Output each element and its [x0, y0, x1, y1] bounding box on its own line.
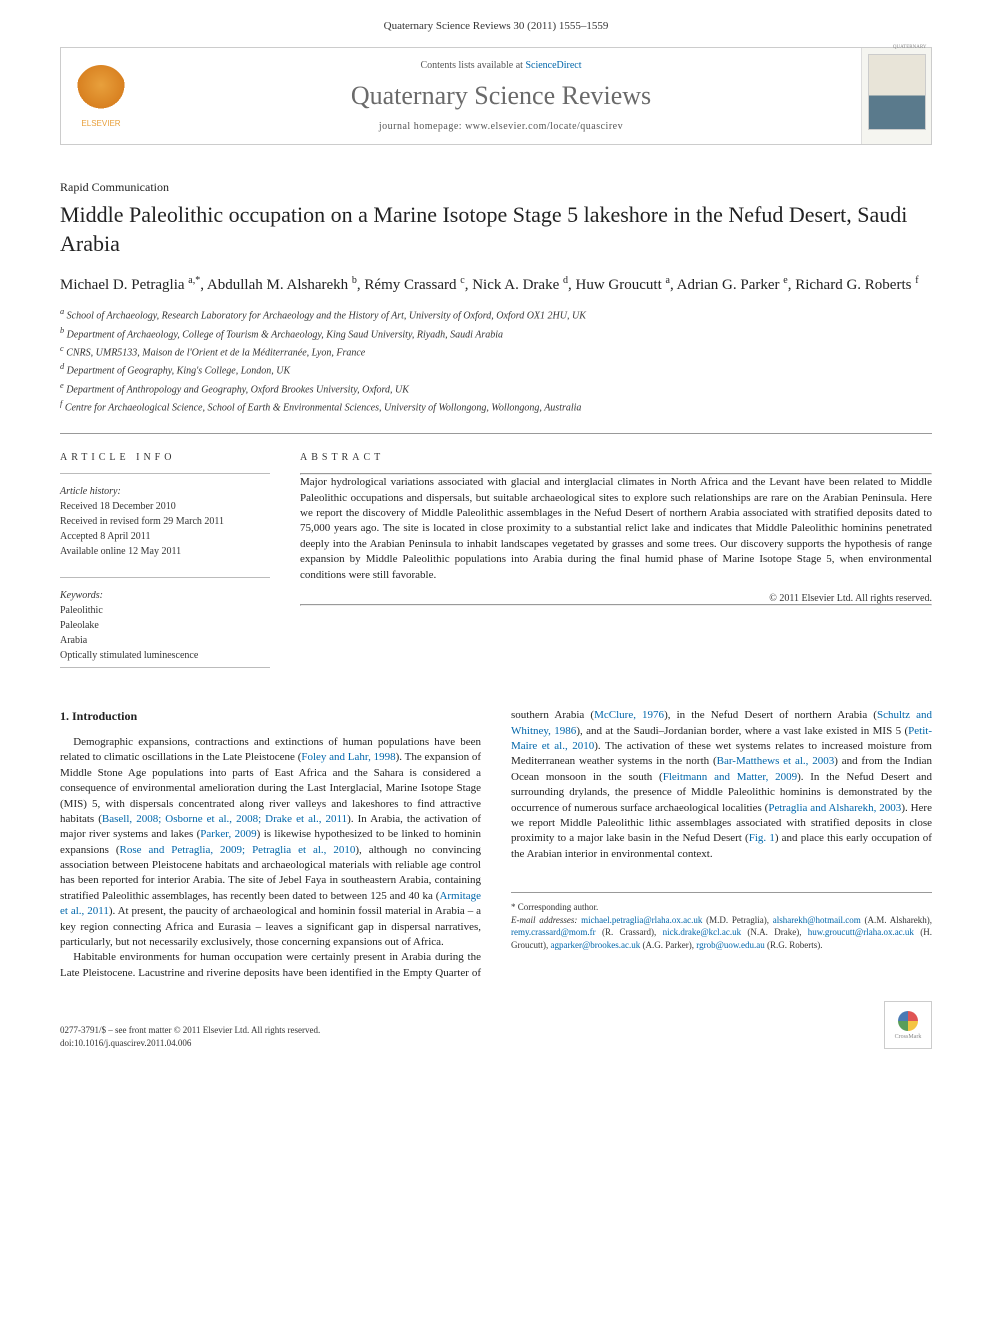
sciencedirect-link[interactable]: ScienceDirect	[525, 60, 581, 71]
keywords-block: Keywords: PaleolithicPaleolakeArabiaOpti…	[60, 588, 270, 663]
citation-text: Quaternary Science Reviews 30 (2011) 155…	[384, 20, 609, 32]
footer-bottom: 0277-3791/$ – see front matter © 2011 El…	[60, 1001, 932, 1049]
article-title: Middle Paleolithic occupation on a Marin…	[60, 201, 932, 258]
abstract-col: ABSTRACT Major hydrological variations a…	[300, 452, 932, 678]
affiliations: a School of Archaeology, Research Labora…	[60, 306, 932, 415]
citation-link[interactable]: Fig. 1	[749, 832, 775, 844]
author-email-link[interactable]: michael.petraglia@rlaha.ox.ac.uk	[581, 915, 702, 925]
author-email-owner: (R.G. Roberts).	[765, 940, 823, 950]
citation-link[interactable]: McClure, 1976	[594, 709, 664, 721]
email-label: E-mail addresses:	[511, 915, 577, 925]
banner-center: Contents lists available at ScienceDirec…	[141, 48, 861, 144]
citation-link[interactable]: Bar-Matthews et al., 2003	[717, 755, 835, 767]
affiliation-item: f Centre for Archaeological Science, Sch…	[60, 398, 932, 415]
keyword-item: Paleolithic	[60, 603, 270, 618]
author-email-link[interactable]: remy.crassard@mom.fr	[511, 927, 596, 937]
crossmark-badge[interactable]: CrossMark	[884, 1001, 932, 1049]
homepage-prefix: journal homepage:	[379, 121, 465, 132]
citation-link[interactable]: Foley and Lahr, 1998	[301, 751, 395, 763]
author-email-link[interactable]: alsharekh@hotmail.com	[769, 915, 861, 925]
history-item: Received in revised form 29 March 2011	[60, 514, 270, 529]
author-email-owner: (R. Crassard),	[596, 927, 657, 937]
history-title: Article history:	[60, 484, 270, 499]
homepage-url[interactable]: www.elsevier.com/locate/quascirev	[465, 121, 623, 132]
running-head: Quaternary Science Reviews 30 (2011) 155…	[0, 0, 992, 32]
publisher-logo[interactable]: ELSEVIER	[61, 48, 141, 144]
crossmark-label: CrossMark	[895, 1034, 922, 1040]
doi-line: doi:10.1016/j.quascirev.2011.04.006	[60, 1037, 320, 1050]
affiliation-item: e Department of Anthropology and Geograp…	[60, 380, 932, 397]
author-email-link[interactable]: rgrob@uow.edu.au	[694, 940, 765, 950]
affiliation-item: c CNRS, UMR5133, Maison de l'Orient et d…	[60, 343, 932, 360]
footer-left: 0277-3791/$ – see front matter © 2011 El…	[60, 1024, 320, 1049]
keyword-item: Optically stimulated luminescence	[60, 648, 270, 663]
affiliation-item: d Department of Geography, King's Colleg…	[60, 361, 932, 378]
corresponding-author-block: * Corresponding author. E-mail addresses…	[511, 892, 932, 951]
info-abstract-row: ARTICLE INFO Article history: Received 1…	[60, 452, 932, 678]
article-type: Rapid Communication	[60, 180, 932, 195]
abstract-copyright: © 2011 Elsevier Ltd. All rights reserved…	[300, 593, 932, 604]
keywords-title: Keywords:	[60, 588, 270, 603]
abstract-label: ABSTRACT	[300, 452, 932, 463]
citation-link[interactable]: Basell, 2008; Osborne et al., 2008; Drak…	[102, 813, 347, 825]
elsevier-tree-icon	[76, 65, 126, 115]
abstract-text: Major hydrological variations associated…	[300, 475, 932, 583]
journal-name: Quaternary Science Reviews	[153, 81, 849, 111]
journal-cover-thumb[interactable]	[861, 48, 931, 144]
issn-line: 0277-3791/$ – see front matter © 2011 El…	[60, 1024, 320, 1037]
cover-mini-icon	[868, 54, 926, 130]
homepage-line: journal homepage: www.elsevier.com/locat…	[153, 121, 849, 132]
citation-link[interactable]: Schultz and Whitney, 1986	[511, 709, 932, 736]
info-label: ARTICLE INFO	[60, 452, 270, 463]
authors-line: Michael D. Petraglia a,*, Abdullah M. Al…	[60, 274, 932, 296]
contents-line: Contents lists available at ScienceDirec…	[153, 60, 849, 71]
keyword-item: Paleolake	[60, 618, 270, 633]
author-email-owner: (A.G. Parker),	[640, 940, 694, 950]
history-block: Article history: Received 18 December 20…	[60, 484, 270, 559]
citation-link[interactable]: Rose and Petraglia, 2009; Petraglia et a…	[120, 844, 356, 856]
crossmark-icon	[898, 1011, 918, 1031]
contents-prefix: Contents lists available at	[420, 60, 525, 71]
author-email-link[interactable]: agparker@brookes.ac.uk	[548, 940, 640, 950]
author-email-owner: (M.D. Petraglia),	[702, 915, 769, 925]
affiliation-item: b Department of Archaeology, College of …	[60, 325, 932, 342]
corresponding-label: * Corresponding author.	[511, 901, 932, 914]
citation-link[interactable]: Parker, 2009	[200, 828, 256, 840]
keyword-item: Arabia	[60, 633, 270, 648]
email-line: E-mail addresses: michael.petraglia@rlah…	[511, 914, 932, 952]
author-email-link[interactable]: huw.groucutt@rlaha.ox.ac.uk	[801, 927, 913, 937]
citation-link[interactable]: Fleitmann and Matter, 2009	[663, 771, 797, 783]
journal-banner: ELSEVIER Contents lists available at Sci…	[60, 47, 932, 145]
author-email-owner: (A.M. Alsharekh),	[861, 915, 932, 925]
affiliation-item: a School of Archaeology, Research Labora…	[60, 306, 932, 323]
publisher-name: ELSEVIER	[81, 119, 120, 128]
article-body: 1. Introduction Demographic expansions, …	[60, 708, 932, 981]
citation-link[interactable]: Armitage et al., 2011	[60, 890, 481, 917]
history-item: Available online 12 May 2011	[60, 544, 270, 559]
author-email-link[interactable]: nick.drake@kcl.ac.uk	[656, 927, 741, 937]
body-paragraph: Demographic expansions, contractions and…	[60, 735, 481, 950]
history-item: Accepted 8 April 2011	[60, 529, 270, 544]
section-heading: 1. Introduction	[60, 708, 481, 725]
author-email-owner: (N.A. Drake),	[741, 927, 801, 937]
history-item: Received 18 December 2010	[60, 499, 270, 514]
divider	[60, 433, 932, 434]
citation-link[interactable]: Petraglia and Alsharekh, 2003	[768, 802, 901, 814]
article-info-col: ARTICLE INFO Article history: Received 1…	[60, 452, 270, 678]
